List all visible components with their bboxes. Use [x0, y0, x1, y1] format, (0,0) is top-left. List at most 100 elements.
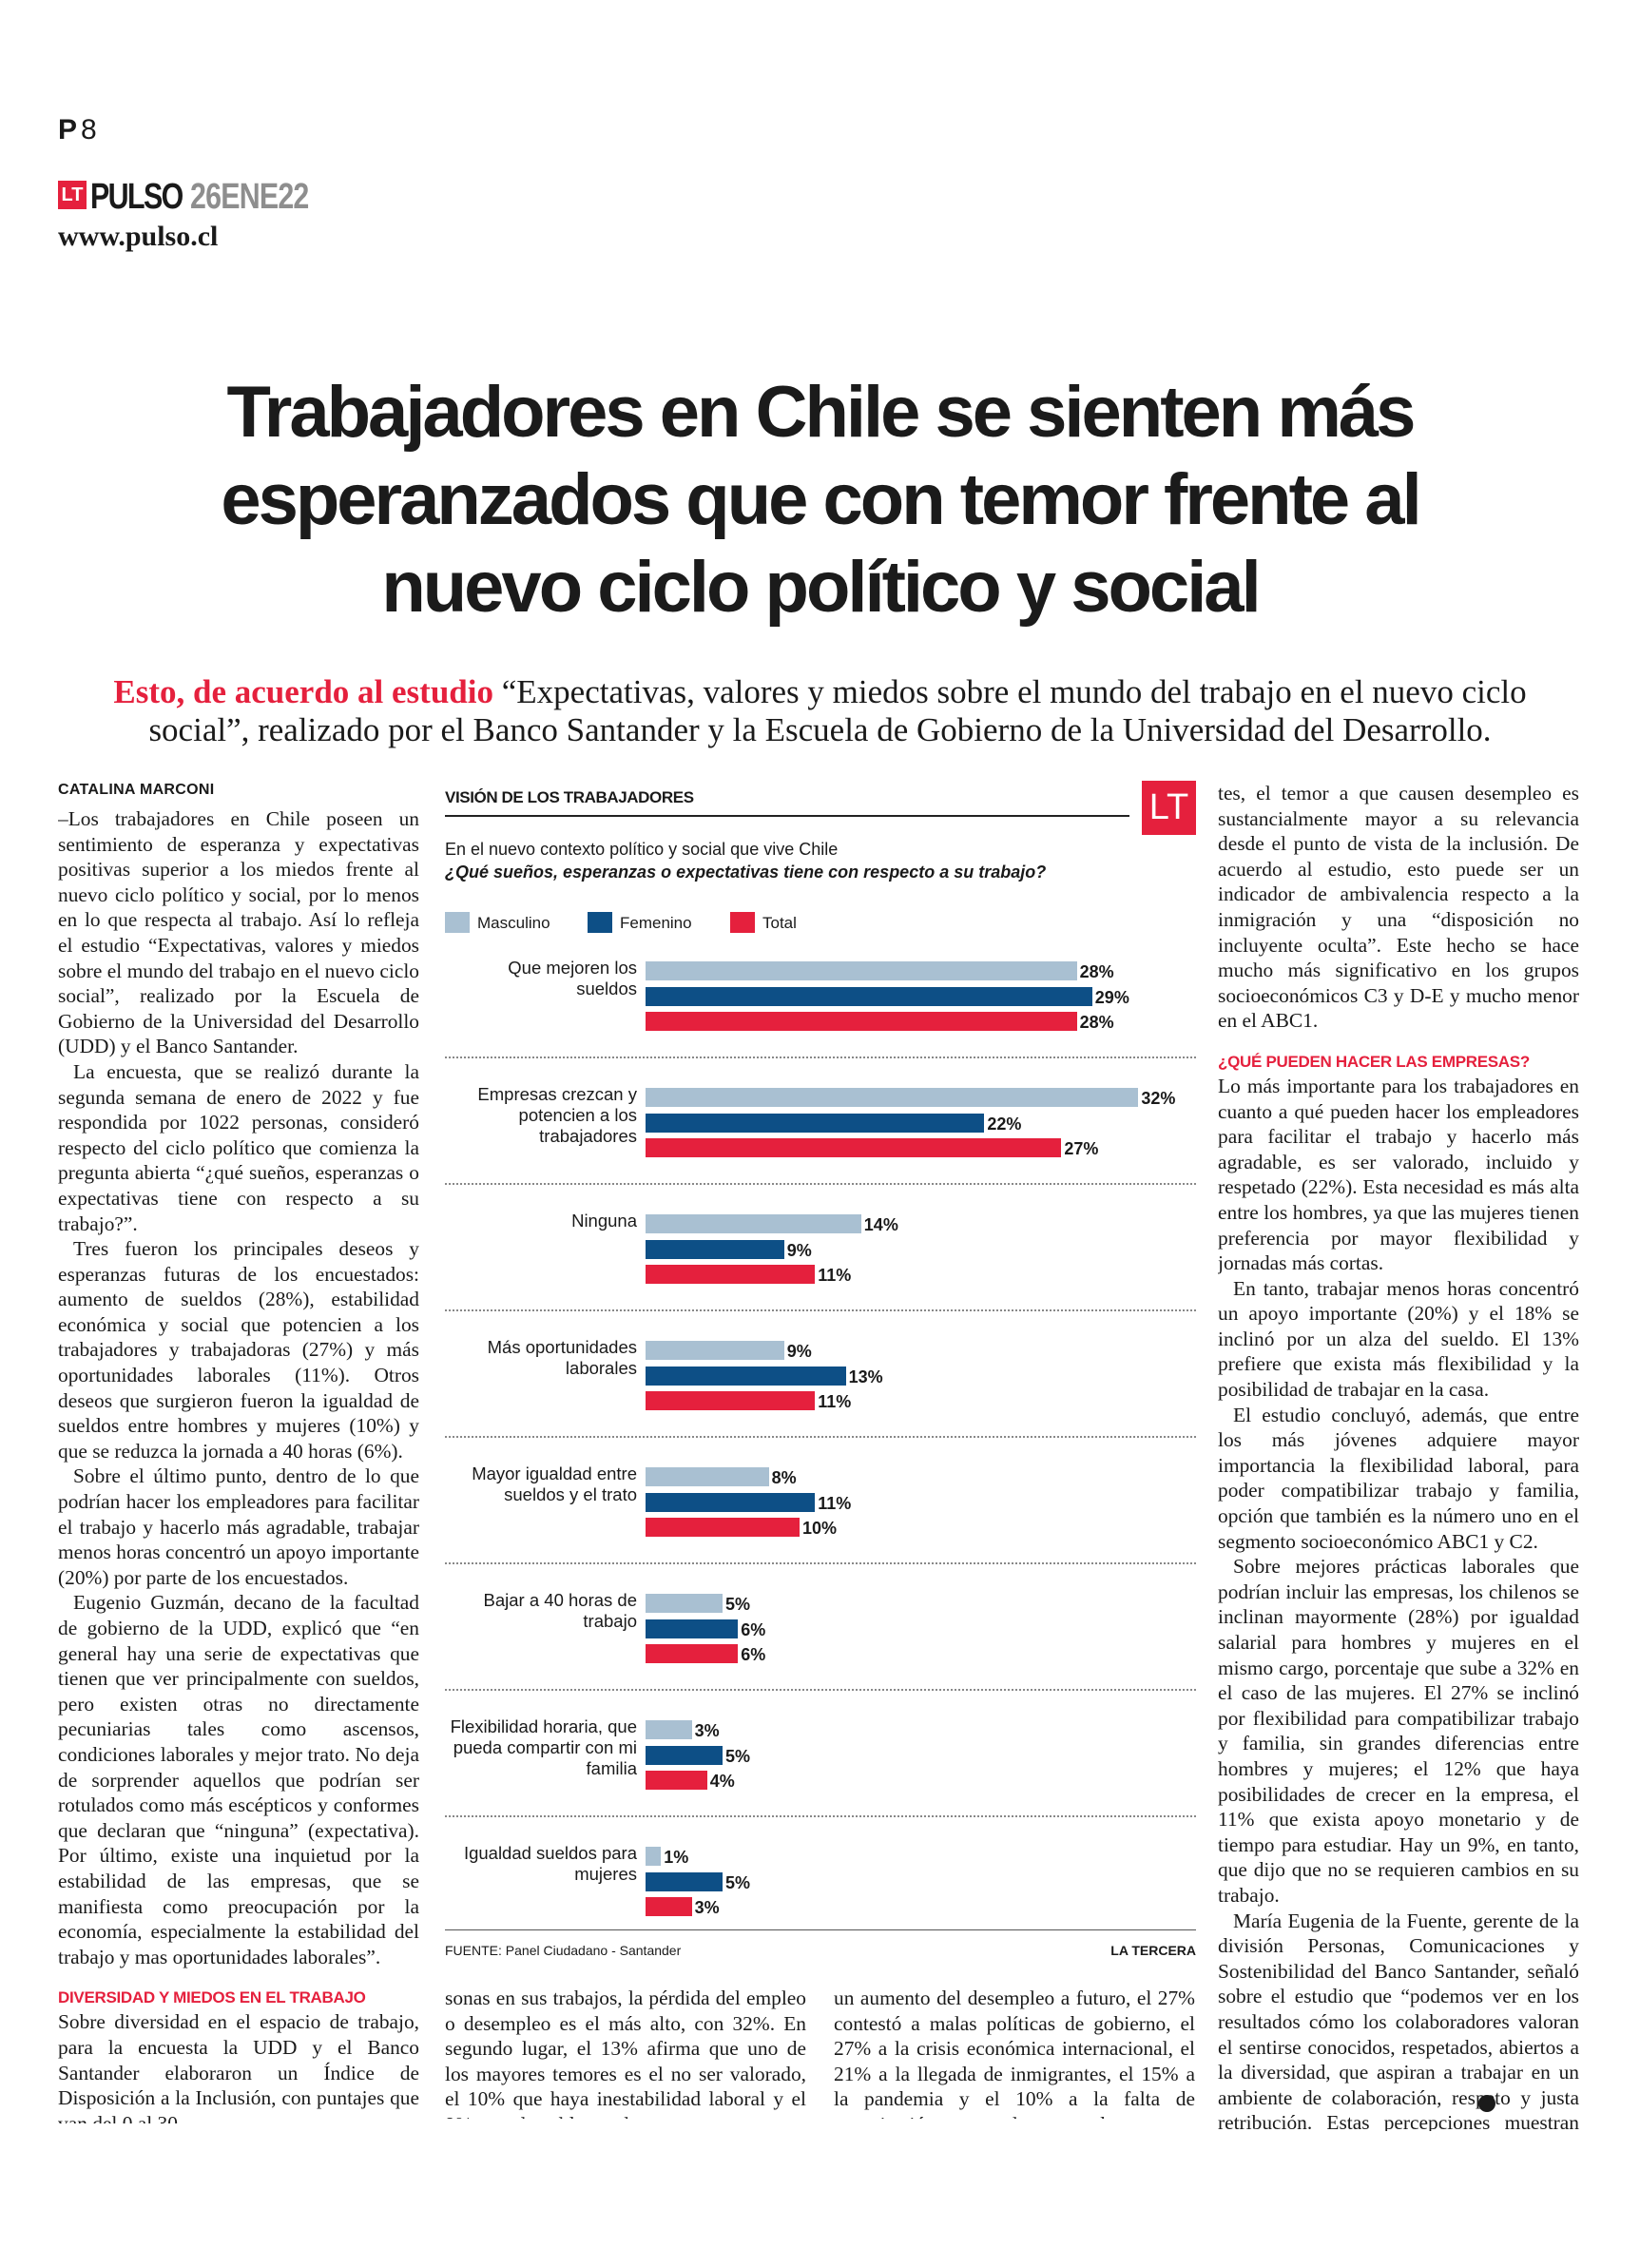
lead: Esto, de acuerdo al estudio “Expectativa…: [67, 673, 1573, 749]
separator: [445, 1689, 1196, 1691]
bar: [646, 1720, 692, 1739]
bar: [646, 1619, 739, 1638]
bar: [646, 1467, 769, 1486]
chart: VISIÓN DE LOS TRABAJADORES LT En el nuevo …: [445, 781, 1196, 1966]
value-label: 28%: [1079, 1013, 1114, 1033]
value-label: 3%: [694, 1721, 720, 1740]
separator: [445, 1183, 1196, 1185]
bar: [646, 1214, 861, 1233]
page-number: 8: [81, 114, 97, 145]
value-label: 5%: [725, 1872, 751, 1892]
bar: [646, 1138, 1062, 1158]
value-label: 22%: [987, 1114, 1022, 1134]
value-label: 6%: [741, 1619, 766, 1639]
category-label: Que mejoren los sueldos: [508, 958, 637, 998]
category-label: Más oportunidades laborales: [487, 1337, 637, 1378]
end-mark: [1478, 2095, 1495, 2112]
category-label: Mayor igualdad entre sueldos y el trato: [472, 1464, 637, 1504]
paragraph: María Eugenia de la Fuente, gerente de l…: [1218, 1909, 1579, 2131]
separator: [445, 1056, 1196, 1058]
value-label: 9%: [786, 1240, 812, 1260]
value-label: 5%: [725, 1746, 751, 1766]
paragraph: La encuesta, que se realizó durante la s…: [58, 1059, 419, 1235]
value-label: 11%: [818, 1493, 852, 1513]
subhead: DIVERSIDAD Y MIEDOS EN EL TRABAJO: [58, 1988, 366, 2007]
legend-label: Total: [762, 914, 797, 932]
rule: [445, 1929, 1196, 1930]
paragraph: En tanto, trabajar menos horas concentró…: [1218, 1276, 1579, 1402]
value-label: 8%: [771, 1468, 797, 1487]
category-label: Bajar a 40 horas de trabajo: [483, 1590, 637, 1631]
bar: [646, 1113, 985, 1133]
paragraph: sonas en sus trabajos, la pérdida del em…: [445, 1987, 806, 2119]
bar: [646, 1341, 784, 1360]
legend-swatch: [588, 912, 612, 933]
column: un aumento del desempleo a futuro, el 27…: [834, 1986, 1195, 2119]
value-label: 11%: [818, 1392, 852, 1412]
value-label: 1%: [664, 1848, 689, 1867]
value-label: 32%: [1141, 1089, 1176, 1108]
paragraph: tes, el temor a que causen desempleo es …: [1218, 782, 1579, 1033]
separator: [445, 1309, 1196, 1311]
category-label: Ninguna: [571, 1211, 637, 1231]
paragraph: Sobre el último punto, dentro de lo que …: [58, 1464, 419, 1589]
headline: Trabajadores en Chile se sienten más: [226, 372, 1417, 453]
bar: [646, 1745, 723, 1765]
paragraph: El estudio concluyó, además, que entre l…: [1218, 1403, 1579, 1553]
paragraph: Tres fueron los principales deseos y esp…: [58, 1237, 419, 1463]
value-label: 27%: [1064, 1139, 1099, 1159]
paragraph: un aumento del desempleo a futuro, el 27…: [834, 1987, 1195, 2119]
value-label: 29%: [1094, 987, 1129, 1007]
bar: [646, 1897, 692, 1917]
value-label: 6%: [741, 1645, 766, 1665]
category-label: Flexibilidad horaria, que pueda comparti…: [450, 1716, 637, 1778]
value-label: 14%: [863, 1215, 898, 1234]
bar: [646, 961, 1077, 980]
chart-section: VISIÓN DE LOS TRABAJADORES: [445, 788, 694, 806]
value-label: 4%: [709, 1772, 735, 1792]
headline: nuevo ciclo político y social: [381, 547, 1261, 628]
bar: [646, 1391, 816, 1411]
bar: [646, 1771, 707, 1791]
logo: LT: [58, 181, 87, 209]
value-label: 28%: [1079, 962, 1114, 981]
byline: CATALINA MARCONI: [58, 782, 215, 798]
bar: [646, 1871, 723, 1891]
bar: [646, 1265, 816, 1285]
website: www.pulso.cl: [58, 221, 219, 252]
bar: [646, 1594, 723, 1613]
column: sonas en sus trabajos, la pérdida del em…: [445, 1986, 806, 2119]
bar: [646, 1644, 739, 1664]
value-label: 9%: [786, 1342, 812, 1361]
bar: [646, 1366, 846, 1386]
category-label: Igualdad sueldos para mujeres: [463, 1843, 637, 1884]
value-label: 3%: [694, 1898, 720, 1918]
legend-swatch: [730, 912, 755, 933]
bar: [646, 1088, 1139, 1107]
chart-subtitle: En el nuevo contexto político y social q…: [445, 840, 839, 859]
paragraph: Sobre mejores prácticas laborales que po…: [1218, 1555, 1579, 1907]
lead-highlight: Esto, de acuerdo al estudio: [113, 673, 493, 710]
separator: [445, 1562, 1196, 1564]
section-mark: P: [58, 114, 78, 145]
value-label: 5%: [725, 1595, 751, 1614]
bar: [646, 1518, 800, 1538]
column: tes, el temor a que causen desempleo es …: [1218, 781, 1579, 2131]
value-label: 10%: [802, 1519, 838, 1539]
category-label: Empresas crezcan y potencien a los traba…: [477, 1084, 637, 1146]
chart-publisher: LA TERCERA: [1110, 1943, 1196, 1958]
value-label: 13%: [848, 1367, 883, 1386]
brand: PULSO: [90, 177, 183, 217]
paragraph: Sobre diversidad en el espacio de trabaj…: [58, 2010, 419, 2123]
bar: [646, 1847, 662, 1866]
paragraph: –Los trabajadores en Chile poseen un sen…: [58, 807, 419, 1058]
chart-logo: LT: [1142, 781, 1196, 835]
chart-source: FUENTE: Panel Ciudadano - Santander: [445, 1943, 682, 1958]
legend-swatch: [445, 912, 470, 933]
paragraph: Eugenio Guzmán, decano de la facultad de…: [58, 1591, 419, 1968]
lead-text: “Expectativas, valores y miedos sobre el…: [148, 673, 1527, 748]
legend-label: Masculino: [477, 914, 550, 932]
value-label: 11%: [818, 1266, 852, 1286]
bar: [646, 1012, 1077, 1032]
separator: [445, 1436, 1196, 1438]
